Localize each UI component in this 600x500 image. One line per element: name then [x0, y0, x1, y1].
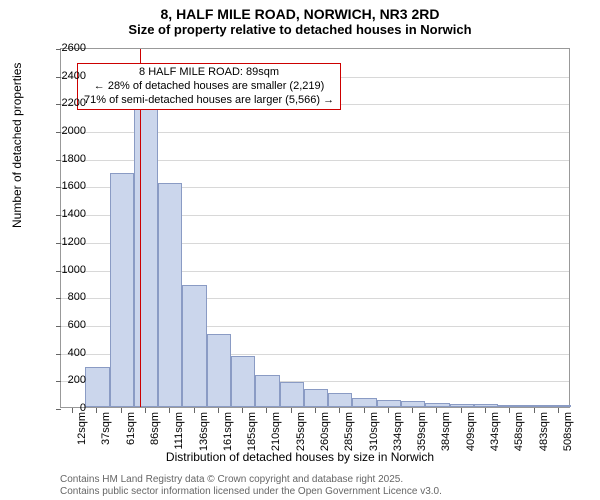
x-tick-label: 384sqm [440, 412, 452, 451]
x-tick-mark [509, 408, 510, 413]
x-tick-mark [121, 408, 122, 413]
annotation-line1: 8 HALF MILE ROAD: 89sqm [84, 66, 334, 80]
y-tick-label: 2600 [62, 42, 86, 54]
title-block: 8, HALF MILE ROAD, NORWICH, NR3 2RD Size… [0, 0, 600, 37]
x-tick-label: 235sqm [295, 412, 307, 451]
histogram-bar [498, 405, 522, 407]
y-tick-label: 1400 [62, 208, 86, 220]
x-tick-mark [194, 408, 195, 413]
x-tick-label: 434sqm [489, 412, 501, 451]
x-tick-mark [96, 408, 97, 413]
x-tick-mark [412, 408, 413, 413]
x-tick-mark [145, 408, 146, 413]
y-tick-mark [56, 409, 61, 410]
y-tick-label: 600 [68, 319, 86, 331]
y-tick-label: 2000 [62, 125, 86, 137]
x-tick-mark [72, 408, 73, 413]
x-tick-mark [339, 408, 340, 413]
x-tick-mark [169, 408, 170, 413]
histogram-bar [401, 401, 425, 407]
x-tick-label: 12sqm [76, 412, 88, 445]
x-tick-label: 210sqm [270, 412, 282, 451]
histogram-bar [207, 334, 231, 407]
chart-title-sub: Size of property relative to detached ho… [0, 22, 600, 37]
y-tick-label: 2200 [62, 97, 86, 109]
x-tick-label: 483sqm [538, 412, 550, 451]
histogram-bar [134, 108, 158, 407]
histogram-bar [377, 400, 401, 407]
x-tick-label: 37sqm [100, 412, 112, 445]
histogram-bar [328, 393, 352, 407]
x-tick-label: 61sqm [125, 412, 137, 445]
x-tick-label: 508sqm [562, 412, 574, 451]
x-tick-mark [242, 408, 243, 413]
x-tick-label: 111sqm [173, 412, 185, 450]
x-tick-label: 136sqm [198, 412, 210, 451]
x-tick-label: 334sqm [392, 412, 404, 451]
y-tick-label: 200 [68, 374, 86, 386]
histogram-bar [474, 404, 498, 407]
histogram-bar [547, 405, 571, 407]
histogram-bar [158, 183, 182, 407]
x-axis-label: Distribution of detached houses by size … [0, 450, 600, 464]
x-tick-mark [388, 408, 389, 413]
histogram-bar [182, 285, 206, 407]
y-tick-label: 1000 [62, 264, 86, 276]
histogram-bar [231, 356, 255, 407]
histogram-bar [352, 398, 376, 407]
x-tick-mark [558, 408, 559, 413]
x-tick-label: 185sqm [246, 412, 258, 451]
y-tick-label: 800 [68, 291, 86, 303]
x-tick-mark [291, 408, 292, 413]
x-tick-mark [364, 408, 365, 413]
x-tick-mark [218, 408, 219, 413]
x-tick-mark [436, 408, 437, 413]
histogram-bar [85, 367, 109, 407]
footer-line2: Contains public sector information licen… [60, 486, 442, 498]
y-tick-label: 1800 [62, 153, 86, 165]
x-tick-label: 285sqm [343, 412, 355, 451]
footer-attribution: Contains HM Land Registry data © Crown c… [60, 474, 442, 498]
footer-line1: Contains HM Land Registry data © Crown c… [60, 474, 442, 486]
histogram-bar [110, 173, 134, 407]
x-tick-label: 359sqm [416, 412, 428, 451]
annotation-box: 8 HALF MILE ROAD: 89sqm ← 28% of detache… [77, 63, 341, 110]
y-tick-label: 1600 [62, 180, 86, 192]
x-tick-label: 310sqm [368, 412, 380, 451]
x-tick-mark [461, 408, 462, 413]
histogram-bar [450, 404, 474, 407]
x-tick-label: 161sqm [222, 412, 234, 451]
x-tick-mark [315, 408, 316, 413]
y-tick-label: 1200 [62, 236, 86, 248]
histogram-bar [522, 405, 546, 407]
x-tick-label: 260sqm [319, 412, 331, 451]
x-tick-mark [485, 408, 486, 413]
y-tick-label: 2400 [62, 70, 86, 82]
y-tick-label: 400 [68, 347, 86, 359]
chart-title-main: 8, HALF MILE ROAD, NORWICH, NR3 2RD [0, 6, 600, 22]
x-tick-label: 458sqm [513, 412, 525, 451]
histogram-bar [255, 375, 279, 407]
histogram-bar [280, 382, 304, 407]
annotation-line2: ← 28% of detached houses are smaller (2,… [84, 80, 334, 94]
annotation-line3: 71% of semi-detached houses are larger (… [84, 94, 334, 108]
histogram-bar [425, 403, 449, 407]
x-tick-label: 86sqm [149, 412, 161, 445]
y-axis-label: Number of detached properties [10, 63, 24, 228]
x-tick-mark [266, 408, 267, 413]
chart-plot-area: 8 HALF MILE ROAD: 89sqm ← 28% of detache… [60, 48, 570, 408]
x-tick-mark [534, 408, 535, 413]
histogram-bar [304, 389, 328, 407]
x-tick-label: 409sqm [465, 412, 477, 451]
